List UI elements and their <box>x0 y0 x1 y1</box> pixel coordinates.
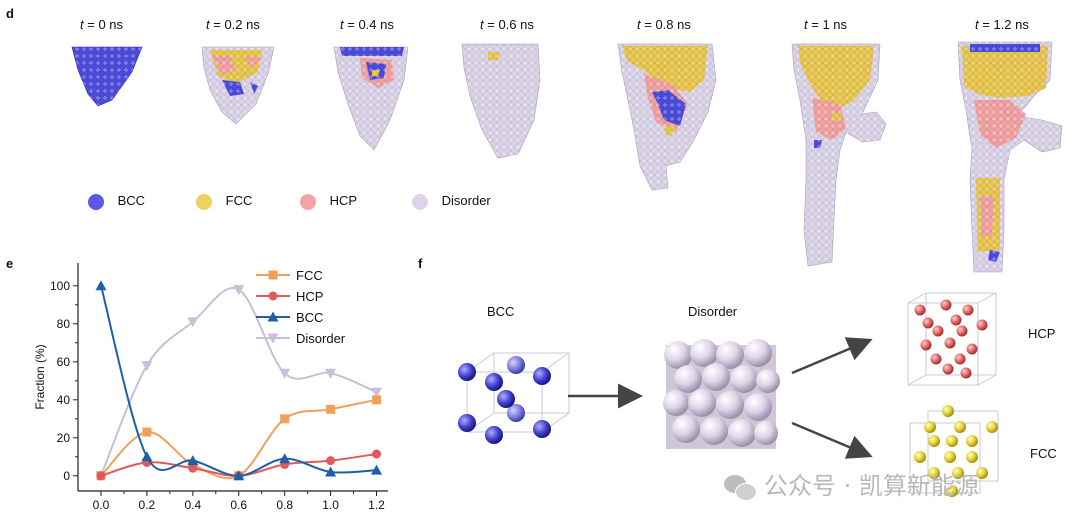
legend-label-fcc: FCC <box>296 268 323 283</box>
legend-marker-disorder <box>267 333 279 344</box>
legend-marker-bcc <box>267 311 279 322</box>
snapshot-6 <box>957 41 1063 273</box>
data-point-disorder <box>279 368 291 379</box>
data-point-disorder <box>233 285 245 296</box>
legend-bcc-label: BCC <box>117 193 146 208</box>
data-point-disorder <box>187 317 199 328</box>
snapshot-2 <box>333 46 409 151</box>
legend-disorder-label: Disorder <box>441 193 491 208</box>
snapshot-0 <box>71 46 143 107</box>
time-label-1: t = 0.2 ns <box>206 17 260 32</box>
legend-marker-hcp <box>268 291 278 301</box>
hcp-unit-cell <box>907 292 997 386</box>
bcc-unit-cell <box>458 352 570 444</box>
time-label-2: t = 0.4 ns <box>340 17 394 32</box>
data-point-disorder <box>325 368 337 379</box>
data-point-bcc <box>371 464 383 475</box>
wechat-icon <box>724 473 758 501</box>
data-point-bcc <box>279 453 291 464</box>
x-tick-label: 1.2 <box>368 498 385 512</box>
data-point-bcc <box>233 470 245 481</box>
hcp-swatch <box>300 193 316 210</box>
data-point-fcc <box>372 395 382 405</box>
y-tick-label: 80 <box>57 317 71 331</box>
disorder-swatch <box>412 193 428 210</box>
snapshot-5 <box>791 43 887 267</box>
x-tick-label: 0.8 <box>276 498 293 512</box>
time-label-0: t = 0 ns <box>80 17 124 32</box>
data-point-fcc <box>326 404 336 414</box>
watermark-text: 公众号 · 凯算新能源 <box>764 472 979 500</box>
data-point-bcc <box>95 280 107 291</box>
fraction-chart: 0 20 40 60 80 100 0.0 0.2 0.4 0.6 0.8 1.0 1.2 Fractio… <box>33 263 388 512</box>
x-tick-label: 0.4 <box>184 498 201 512</box>
legend-hcp: HCP <box>300 193 357 210</box>
legend-fcc: FCC <box>196 193 252 210</box>
fcc-swatch <box>196 193 212 210</box>
fcc-structure-label: FCC <box>1030 446 1057 461</box>
panel-e-letter: e <box>6 256 14 271</box>
legend-fcc-label: FCC <box>225 193 253 208</box>
data-point-hcp <box>96 471 106 481</box>
time-label-5: t = 1 ns <box>804 17 848 32</box>
legend-label-disorder: Disorder <box>296 331 346 346</box>
x-tick-label: 1.0 <box>322 498 339 512</box>
y-tick-label: 20 <box>57 431 71 445</box>
data-point-hcp <box>372 449 382 459</box>
legend-bcc: BCC <box>88 193 145 210</box>
data-point-bcc <box>325 466 337 477</box>
data-point-hcp <box>188 463 198 473</box>
nanoparticle-snapshots <box>71 41 1063 273</box>
fcc-unit-cell <box>909 405 999 497</box>
snapshot-1 <box>201 46 275 125</box>
y-tick-label: 40 <box>57 393 71 407</box>
disorder-structure-label: Disorder <box>688 304 738 319</box>
y-tick-label: 100 <box>50 279 70 293</box>
data-point-disorder <box>371 387 383 398</box>
time-label-3: t = 0.6 ns <box>480 17 534 32</box>
series-line-fcc <box>100 398 377 480</box>
data-point-hcp <box>326 456 336 466</box>
snapshot-4 <box>617 43 717 191</box>
bcc-structure-label: BCC <box>487 304 515 319</box>
legend-hcp-label: HCP <box>329 193 358 208</box>
y-tick-label: 0 <box>63 469 70 483</box>
legend-marker-fcc <box>268 270 278 280</box>
data-point-fcc <box>142 427 152 437</box>
legend-label-bcc: BCC <box>296 310 323 325</box>
y-axis-label: Fraction (%) <box>33 344 47 409</box>
legend-label-hcp: HCP <box>296 289 323 304</box>
series-line-bcc <box>99 285 377 477</box>
data-point-bcc <box>187 455 199 466</box>
data-point-bcc <box>141 451 153 462</box>
arrow-to-fcc <box>791 421 873 459</box>
x-tick-label: 0.6 <box>230 498 247 512</box>
bcc-swatch <box>88 193 104 210</box>
data-point-fcc <box>280 414 290 424</box>
legend-disorder: Disorder <box>412 193 491 210</box>
x-tick-label: 0.2 <box>139 498 156 512</box>
time-label-6: t = 1.2 ns <box>975 17 1029 32</box>
hcp-structure-label: HCP <box>1028 326 1056 341</box>
arrow-to-hcp <box>791 337 873 375</box>
snapshot-3 <box>461 43 541 159</box>
phase-transition-schematic <box>458 292 999 497</box>
y-tick-label: 60 <box>57 355 71 369</box>
data-point-disorder <box>141 361 153 372</box>
panel-d-letter: d <box>6 6 14 21</box>
panel-f-letter: f <box>418 256 423 271</box>
x-tick-label: 0.0 <box>93 498 110 512</box>
time-label-4: t = 0.8 ns <box>637 17 691 32</box>
watermark: 公众号 · 凯算新能源 <box>724 466 979 501</box>
disorder-structure <box>663 339 780 449</box>
